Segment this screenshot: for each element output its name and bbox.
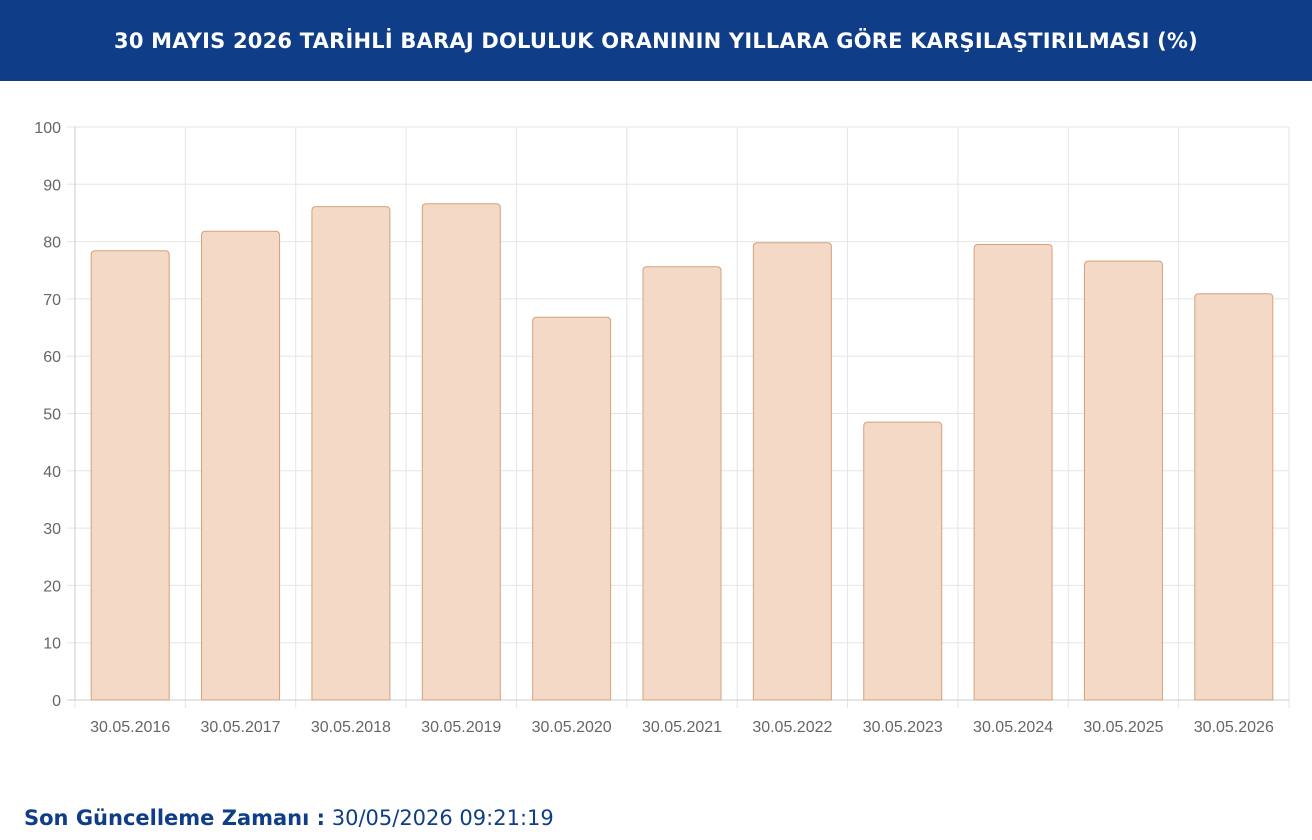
x-tick-label: 30.05.2026 (1194, 719, 1274, 736)
x-tick-label: 30.05.2025 (1083, 719, 1163, 736)
last-update-value: 30/05/2026 09:21:19 (331, 806, 554, 830)
y-tick-label: 50 (43, 407, 61, 424)
x-tick-label: 30.05.2024 (973, 719, 1053, 736)
bar-chart: 0 10 20 30 40 50 60 70 80 90 100 30.05.2016 30.05.20… (34, 120, 1290, 736)
bar-30.05.2024[interactable] (973, 243, 1053, 701)
bar-30.05.2023[interactable] (863, 421, 943, 701)
y-tick-label: 40 (43, 464, 61, 481)
y-tick-label: 0 (52, 693, 61, 710)
y-tick-label: 80 (43, 235, 61, 252)
y-tick-label: 60 (43, 349, 61, 366)
chart-header: 30 MAYIS 2026 TARİHLİ BARAJ DOLULUK ORAN… (0, 0, 1312, 81)
x-tick-label: 30.05.2018 (311, 719, 391, 736)
bar-30.05.2021[interactable] (642, 266, 722, 701)
bar-30.05.2026[interactable] (1194, 293, 1274, 701)
y-tick-label: 90 (43, 177, 61, 194)
last-update-label: Son Güncelleme Zamanı : (24, 806, 326, 830)
x-tick-label: 30.05.2023 (863, 719, 943, 736)
chart-title: 30 MAYIS 2026 TARİHLİ BARAJ DOLULUK ORAN… (114, 28, 1198, 53)
bar-30.05.2017[interactable] (201, 230, 281, 701)
x-tick-label: 30.05.2020 (532, 719, 612, 736)
bar-30.05.2016[interactable] (90, 250, 170, 701)
y-tick-label: 100 (34, 120, 61, 137)
bar-30.05.2022[interactable] (752, 242, 832, 701)
y-tick-label: 70 (43, 292, 61, 309)
bar-30.05.2020[interactable] (532, 316, 612, 701)
last-update: Son Güncelleme Zamanı : 30/05/2026 09:21… (24, 806, 554, 830)
x-tick-label: 30.05.2021 (642, 719, 722, 736)
y-tick-label: 10 (43, 636, 61, 653)
bar-30.05.2025[interactable] (1083, 260, 1163, 701)
x-tick-label: 30.05.2017 (201, 719, 281, 736)
y-tick-label: 30 (43, 521, 61, 538)
bar-30.05.2018[interactable] (311, 206, 391, 701)
x-tick-label: 30.05.2019 (421, 719, 501, 736)
x-tick-label: 30.05.2016 (90, 719, 170, 736)
y-tick-label: 20 (43, 578, 61, 595)
x-tick-label: 30.05.2022 (752, 719, 832, 736)
bar-30.05.2019[interactable] (421, 203, 501, 701)
